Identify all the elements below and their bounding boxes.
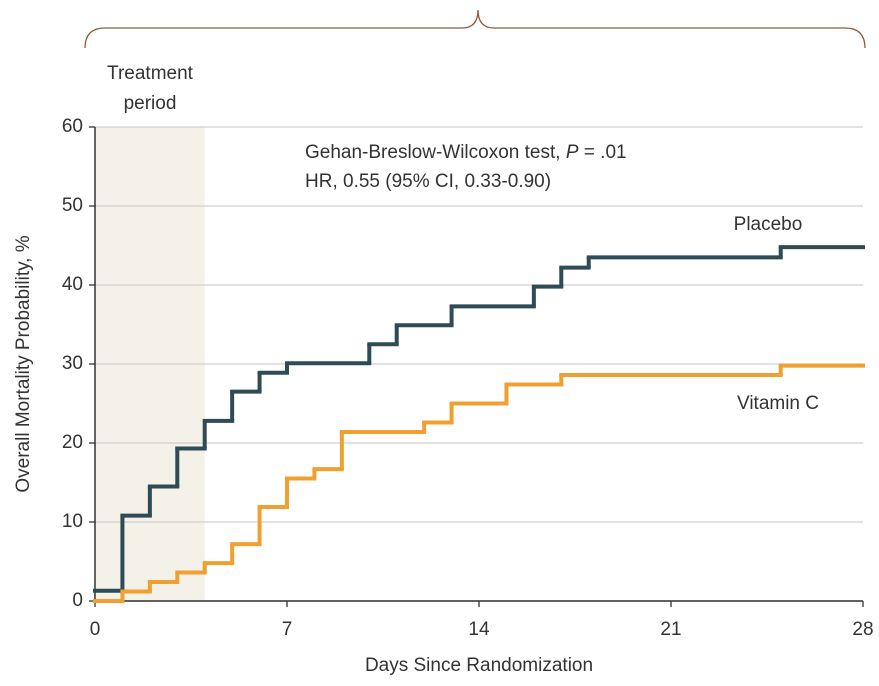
y-tick-label: 0 <box>72 590 83 611</box>
y-tick-label: 30 <box>62 353 83 374</box>
bracket <box>84 9 866 49</box>
x-tick-label: 28 <box>852 619 873 640</box>
y-tick-label: 50 <box>62 195 83 216</box>
annotation-part: = .01 <box>579 142 627 163</box>
x-tick-label: 14 <box>468 619 490 640</box>
x-tick-label: 21 <box>660 619 681 640</box>
annotation-part: P <box>566 142 579 163</box>
annotation-part: Gehan-Breslow-Wilcoxon test, <box>305 142 566 163</box>
annotation: Treatment <box>107 63 194 84</box>
annotation: Gehan-Breslow-Wilcoxon test, P = .01 <box>305 142 627 163</box>
y-tick-label: 60 <box>62 116 83 137</box>
y-tick-label: 10 <box>62 511 83 532</box>
y-tick-label: 40 <box>62 274 83 295</box>
annotation: period <box>124 93 177 114</box>
y-axis-label: Overall Mortality Probability, % <box>13 235 34 492</box>
annotation: HR, 0.55 (95% CI, 0.33-0.90) <box>305 171 551 192</box>
series-label: Vitamin C <box>737 393 819 414</box>
x-tick-label: 0 <box>90 619 101 640</box>
x-tick-label: 7 <box>282 619 293 640</box>
plot: 0 10 20 30 40 50 60 0 7 14 21 28 <box>62 116 874 640</box>
series-label: Placebo <box>734 214 803 235</box>
x-axis-label: Days Since Randomization <box>365 655 593 676</box>
y-tick-label: 20 <box>62 432 83 453</box>
